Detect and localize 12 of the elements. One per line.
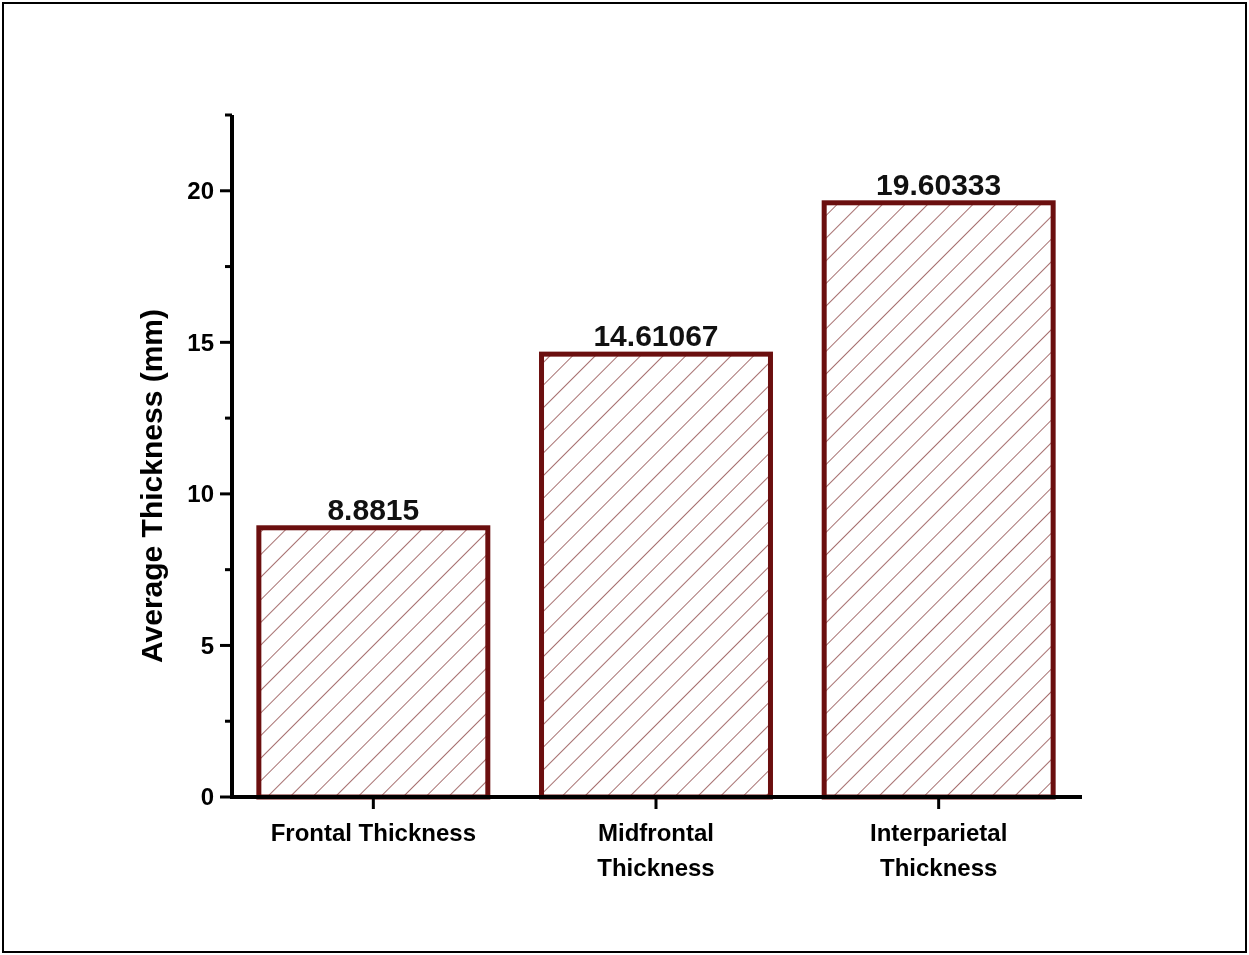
y-axis-title: Average Thickness (mm) (135, 308, 168, 664)
y-tick-label: 5 (200, 631, 214, 659)
x-tick-label: Midfrontal Thickness (597, 819, 715, 881)
data-label: 14.61067 (593, 319, 719, 353)
x-tick-label: Interparietal Thickness (869, 819, 1008, 881)
data-label: 8.8815 (327, 492, 420, 526)
y-tick-label: 20 (187, 177, 214, 205)
y-tick-label: 0 (200, 783, 214, 811)
x-tick-label: Frontal Thickness (270, 819, 477, 846)
y-tick-label: 10 (187, 480, 214, 508)
data-label: 19.60333 (876, 167, 1002, 201)
y-tick-label: 15 (187, 328, 214, 356)
